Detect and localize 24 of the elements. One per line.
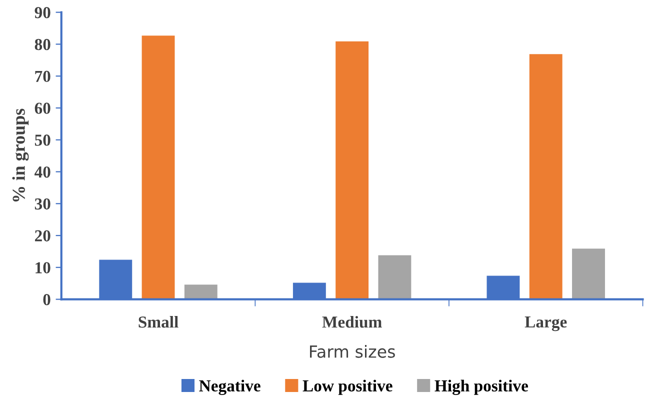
y-tick-label: 90: [34, 7, 50, 18]
x-tick-label: Large: [524, 316, 567, 332]
y-axis-title: % in groups: [12, 108, 29, 202]
bar: [572, 248, 605, 300]
x-tick-label: Medium: [322, 316, 382, 328]
bar: [184, 284, 218, 300]
y-tick-label: 10: [36, 262, 50, 274]
y-tick-label: 60: [34, 102, 50, 114]
bar: [529, 54, 562, 300]
y-tick-label: 50: [34, 134, 50, 146]
y-tick-label: 0: [43, 294, 50, 306]
y-tick-label: 70: [35, 70, 50, 82]
bar: [336, 41, 369, 300]
y-tick-label: 40: [34, 166, 50, 178]
bar: [378, 255, 412, 300]
legend-label: High positive: [434, 380, 528, 395]
legend-label: Negative: [199, 380, 260, 395]
legend-label: Low positive: [302, 380, 392, 395]
y-tick-label: 80: [34, 38, 50, 50]
y-tick-label: 20: [34, 230, 50, 242]
x-tick-label: Small: [138, 316, 178, 328]
x-axis-title: Farm sizes: [310, 344, 395, 358]
y-tick-label: 30: [34, 198, 50, 210]
bar: [142, 36, 175, 300]
